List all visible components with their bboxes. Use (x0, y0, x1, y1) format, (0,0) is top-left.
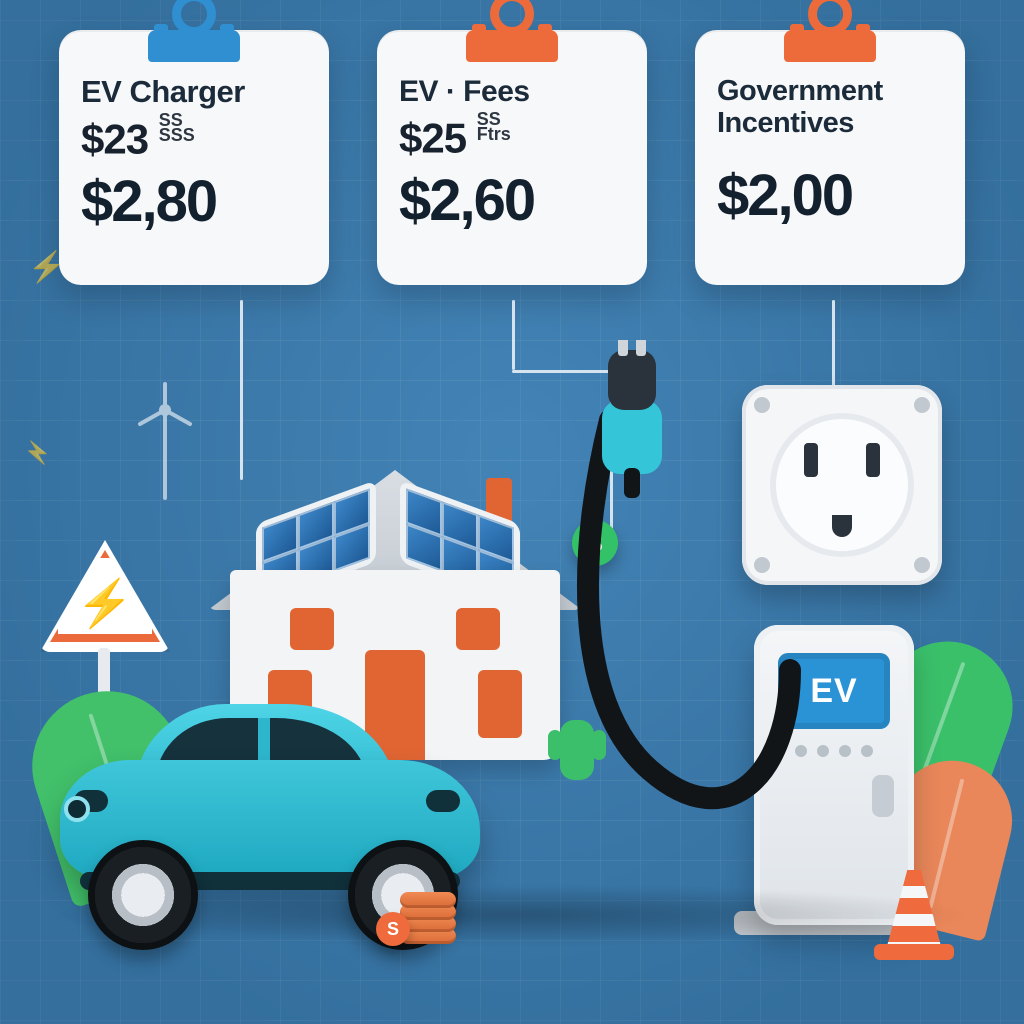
card-main-value: $2,00 (717, 162, 943, 229)
clipboard-clip-icon (148, 0, 240, 62)
card-title: Government Incentives (717, 76, 943, 140)
card-main-value: $2,80 (81, 168, 307, 235)
card-sub-amount: $25 (399, 114, 466, 161)
card-title-line1: Government (717, 75, 883, 107)
dollar-badge-icon: $ (572, 520, 618, 566)
wheel-icon (88, 840, 198, 950)
station-screen: EV (778, 653, 890, 729)
traffic-cone-icon (874, 860, 954, 960)
card-sub-unit-bot: Ftrs (477, 124, 511, 144)
card-title: EV Charger (81, 76, 307, 109)
connector-line (512, 300, 515, 370)
wind-turbine-icon (130, 380, 200, 500)
card-title: EV · Fees (399, 76, 625, 108)
coin-badge-icon: S (376, 912, 410, 946)
connector-line (610, 370, 613, 540)
card-title-line2: Incentives (717, 107, 854, 139)
bolt-icon: ⚡ (24, 440, 51, 466)
electric-warning-sign-icon: ⚡ (40, 540, 170, 670)
dollar-badge-label: $ (588, 528, 602, 559)
card-main-value: $2,60 (399, 167, 625, 234)
station-side-button (872, 775, 894, 817)
card-subvalue: $25 SS Ftrs (399, 112, 625, 159)
clipboard-clip-icon (784, 0, 876, 62)
station-screen-label: EV (810, 672, 857, 711)
card-gov-incentives: Government Incentives $2,00 (695, 30, 965, 285)
card-sub-amount: $23 (81, 115, 148, 162)
car-charge-port-icon (64, 796, 90, 822)
bolt-icon: ⚡ (28, 250, 65, 285)
card-ev-charger: EV Charger $23 SS SSS $2,80 (59, 30, 329, 285)
card-sub-unit-bot: SSS (159, 125, 195, 145)
plant-icon (560, 720, 594, 780)
price-cards-row: EV Charger $23 SS SSS $2,80 EV · Fees $2… (0, 30, 1024, 285)
card-ev-fees: EV · Fees $25 SS Ftrs $2,60 (377, 30, 647, 285)
clipboard-clip-icon (466, 0, 558, 62)
station-indicator-dots (795, 745, 873, 757)
wall-outlet-icon (742, 385, 942, 585)
connector-line (832, 300, 835, 386)
coin-badge-label: S (387, 919, 399, 940)
card-subvalue: $23 SS SSS (81, 113, 307, 160)
connector-line (240, 300, 243, 480)
connector-line (512, 370, 612, 373)
